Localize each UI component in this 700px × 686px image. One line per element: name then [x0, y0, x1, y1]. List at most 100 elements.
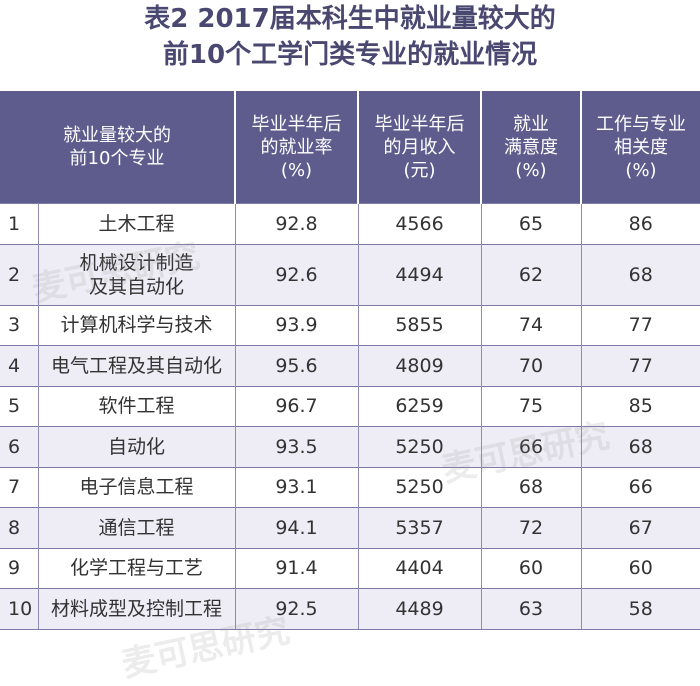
satisfaction-cell: 66: [481, 426, 582, 467]
relevance-cell: 86: [581, 203, 700, 244]
title-line-2: 前10个工学门类专业的就业情况: [162, 40, 538, 70]
rank-cell: 9: [0, 547, 39, 589]
satisfaction-cell: 65: [481, 203, 582, 244]
major-name-line: 计算机科学与技术: [60, 314, 213, 337]
monthly-income-cell: 4404: [358, 547, 482, 589]
table-header: 就业量较大的 前10个专业 毕业半年后 的就业率 (%) 毕业半年后 的月收入 (元) 就业 满意…: [0, 91, 700, 204]
table-row: 3 计算机科学与技术 93.9 5855 74 77: [0, 304, 700, 346]
table-row: 6 自动化 93.5 5250 66 68: [0, 426, 700, 467]
column-header-line: 前10个专业: [69, 148, 165, 169]
table-row: 8 通信工程 94.1 5357 72 67: [0, 507, 700, 548]
major-name-cell: 电气工程及其自动化: [38, 345, 236, 386]
major-name-cell: 计算机科学与技术: [38, 304, 236, 346]
major-name-line: 通信工程: [98, 516, 175, 539]
table-row: 1 土木工程 92.8 4566 65 86: [0, 203, 700, 244]
monthly-income-cell: 5250: [358, 466, 482, 508]
table-body: 1 土木工程 92.8 4566 65 86 2 机械设计制造 及其自动化 92.6 4494 62 6…: [0, 203, 700, 630]
satisfaction-cell: 75: [481, 385, 582, 427]
major-name-cell: 材料成型及控制工程: [38, 588, 236, 630]
relevance-cell: 60: [581, 547, 700, 589]
rank-cell: 1: [0, 203, 39, 244]
major-name-line: 电子信息工程: [79, 476, 194, 499]
employment-rate-cell: 91.4: [235, 547, 359, 589]
column-header: 就业 满意度 (%): [481, 91, 582, 204]
satisfaction-cell: 63: [481, 588, 582, 630]
column-header-line: 的月收入: [383, 136, 456, 158]
relevance-cell: 66: [581, 466, 700, 508]
column-header-line: (元): [403, 159, 436, 181]
major-name-line: 软件工程: [98, 395, 175, 418]
column-header-line: 工作与专业: [596, 113, 686, 135]
monthly-income-cell: 4494: [358, 243, 482, 305]
table-row: 9 化学工程与工艺 91.4 4404 60 60: [0, 547, 700, 589]
major-name-cell: 土木工程: [38, 203, 236, 244]
employment-rate-cell: 92.6: [235, 243, 359, 305]
major-name-line: 化学工程与工艺: [69, 557, 203, 580]
employment-rate-cell: 93.5: [235, 426, 359, 467]
satisfaction-cell: 72: [481, 507, 582, 548]
relevance-cell: 68: [581, 243, 700, 305]
major-name-cell: 自动化: [38, 426, 236, 467]
title-line-1: 表2 2017届本科生中就业量较大的: [144, 4, 556, 34]
major-name-line: 电气工程及其自动化: [50, 354, 222, 377]
table-row: 4 电气工程及其自动化 95.6 4809 70 77: [0, 345, 700, 386]
major-name-line: 土木工程: [98, 212, 175, 235]
major-name-cell: 化学工程与工艺: [38, 547, 236, 589]
column-header-line: 毕业半年后: [374, 113, 465, 135]
major-name-line: 机械设计制造: [79, 251, 194, 274]
employment-rate-cell: 92.8: [235, 203, 359, 244]
rank-cell: 7: [0, 466, 39, 508]
major-name-cell: 软件工程: [38, 385, 236, 427]
table-title: 表2 2017届本科生中就业量较大的 前10个工学门类专业的就业情况: [0, 0, 700, 90]
rank-cell: 3: [0, 304, 39, 346]
column-header-line: 毕业半年后: [251, 113, 342, 135]
major-name-cell: 电子信息工程: [38, 466, 236, 508]
employment-rate-cell: 94.1: [235, 507, 359, 548]
monthly-income-cell: 6259: [358, 385, 482, 427]
satisfaction-cell: 68: [481, 466, 582, 508]
relevance-cell: 85: [581, 385, 700, 427]
relevance-cell: 68: [581, 426, 700, 467]
employment-table: 就业量较大的 前10个专业 毕业半年后 的就业率 (%) 毕业半年后 的月收入 (元) 就业 满意…: [0, 91, 700, 630]
column-header-line: 的就业率: [260, 136, 333, 158]
column-header: 毕业半年后 的月收入 (元): [358, 91, 482, 204]
column-header-line: 就业: [513, 113, 549, 135]
major-name-line: 材料成型及控制工程: [50, 597, 222, 620]
rank-cell: 4: [0, 345, 39, 386]
rank-cell: 5: [0, 385, 39, 427]
table-row: 7 电子信息工程 93.1 5250 68 66: [0, 466, 700, 508]
monthly-income-cell: 5855: [358, 304, 482, 346]
satisfaction-cell: 60: [481, 547, 582, 589]
rank-cell: 10: [0, 588, 39, 630]
employment-rate-cell: 95.6: [235, 345, 359, 386]
column-header-line: 相关度: [614, 136, 668, 158]
table-row: 10 材料成型及控制工程 92.5 4489 63 58: [0, 588, 700, 630]
monthly-income-cell: 5250: [358, 426, 482, 467]
rank-cell: 2: [0, 243, 39, 305]
major-name-line: 自动化: [107, 435, 165, 458]
relevance-cell: 77: [581, 345, 700, 386]
monthly-income-cell: 4809: [358, 345, 482, 386]
column-header-line: 满意度: [504, 136, 558, 158]
employment-rate-cell: 93.1: [235, 466, 359, 508]
column-header-line: (%): [515, 159, 547, 181]
major-name-cell: 机械设计制造 及其自动化: [38, 243, 236, 305]
satisfaction-cell: 74: [481, 304, 582, 346]
table-row: 2 机械设计制造 及其自动化 92.6 4494 62 68: [0, 243, 700, 305]
major-name-cell: 通信工程: [38, 507, 236, 548]
rank-cell: 8: [0, 507, 39, 548]
column-header: 工作与专业 相关度 (%): [581, 91, 700, 204]
employment-rate-cell: 92.5: [235, 588, 359, 630]
relevance-cell: 58: [581, 588, 700, 630]
column-header: 毕业半年后 的就业率 (%): [235, 91, 359, 204]
table-row: 5 软件工程 96.7 6259 75 85: [0, 385, 700, 427]
monthly-income-cell: 4489: [358, 588, 482, 630]
major-name-line: 及其自动化: [88, 275, 184, 298]
column-header-line: 就业量较大的: [63, 125, 171, 146]
satisfaction-cell: 70: [481, 345, 582, 386]
column-header: 就业量较大的 前10个专业: [0, 91, 236, 204]
monthly-income-cell: 5357: [358, 507, 482, 548]
rank-cell: 6: [0, 426, 39, 467]
relevance-cell: 77: [581, 304, 700, 346]
